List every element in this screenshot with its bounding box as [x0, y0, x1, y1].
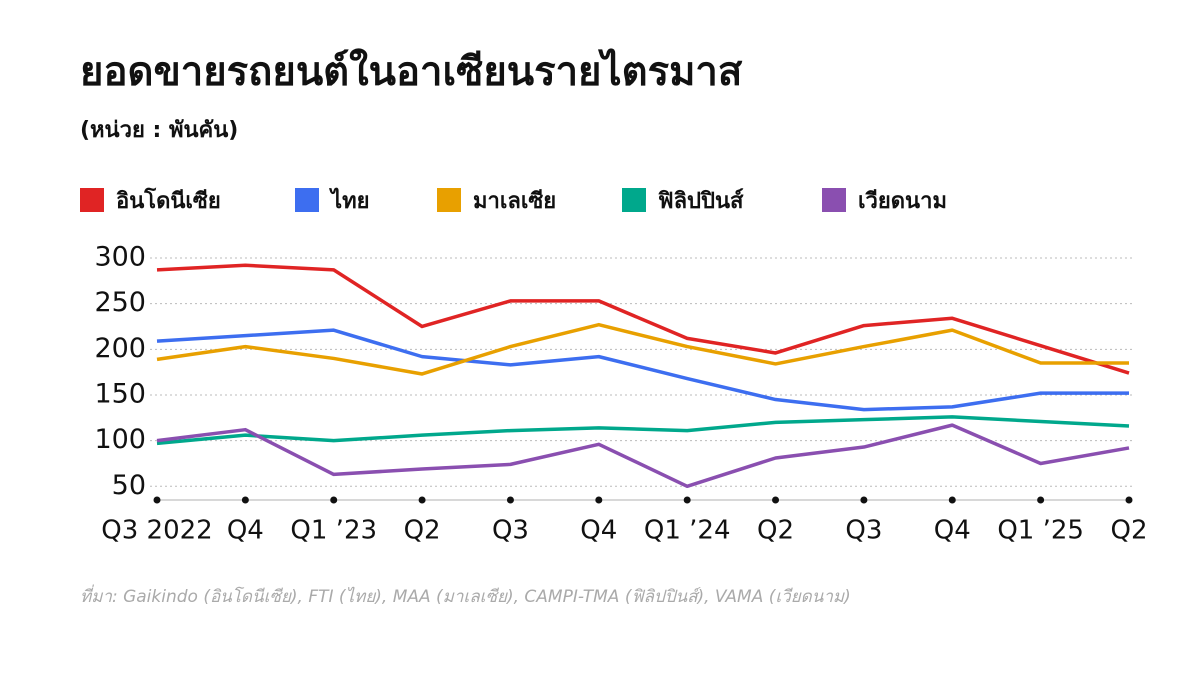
chart-subtitle: (หน่วย : พันคัน) — [80, 118, 238, 143]
legend-label: ไทย — [329, 187, 369, 214]
x-tick-dot — [506, 496, 514, 504]
x-tick-dot — [1037, 496, 1045, 504]
y-tick-label: 300 — [94, 242, 146, 273]
legend-label: ฟิลิปปินส์ — [658, 188, 744, 214]
y-tick-label: 100 — [94, 424, 146, 455]
x-tick-dot — [948, 496, 956, 504]
x-tick-label: Q1 ’25 — [997, 516, 1084, 546]
legend-swatch — [80, 188, 104, 212]
legend-swatch — [822, 188, 846, 212]
x-tick-label: Q4 — [934, 516, 971, 546]
x-tick-label: Q2 — [404, 516, 441, 546]
y-tick-label: 150 — [94, 378, 146, 409]
legend-label: อินโดนีเซีย — [116, 187, 221, 214]
legend-swatch — [437, 188, 461, 212]
x-tick-label: Q2 — [757, 516, 794, 546]
legend-label: มาเลเซีย — [473, 189, 556, 214]
source-note: ที่มา: Gaikindo (อินโดนีเซีย), FTI (ไทย)… — [80, 584, 851, 607]
x-tick-dot — [1125, 496, 1133, 504]
series-line — [156, 423, 1130, 489]
x-tick-label: Q4 — [227, 516, 264, 546]
x-tick-dot — [595, 496, 603, 504]
x-tick-label: Q1 ’23 — [290, 516, 377, 546]
x-tick-label: Q3 — [492, 516, 529, 546]
x-tick-dot — [860, 496, 868, 504]
series-line — [156, 322, 1129, 376]
x-tick-dot — [683, 496, 691, 504]
legend-swatch — [295, 188, 319, 212]
x-tick-dot — [772, 496, 780, 504]
x-tick-dot — [153, 496, 161, 504]
x-tick-label: Q3 — [845, 516, 882, 546]
x-tick-dot — [330, 496, 338, 504]
legend-label: เวียดนาม — [858, 189, 947, 214]
series-line — [156, 328, 1129, 412]
series-line — [156, 263, 1130, 375]
chart-title: ยอดขายรถยนต์ในอาเซียนรายไตรมาส — [80, 48, 743, 95]
y-tick-label: 200 — [94, 333, 146, 364]
legend-swatch — [622, 188, 646, 212]
series-line — [156, 415, 1130, 446]
x-tick-label: Q4 — [580, 516, 617, 546]
y-tick-label: 250 — [94, 287, 146, 318]
x-tick-label: Q1 ’24 — [644, 516, 731, 546]
x-tick-label: Q2 — [1110, 516, 1147, 546]
x-tick-dot — [418, 496, 426, 504]
y-tick-label: 50 — [112, 470, 146, 501]
x-tick-dot — [241, 496, 249, 504]
x-tick-label: Q3 2022 — [101, 516, 212, 546]
